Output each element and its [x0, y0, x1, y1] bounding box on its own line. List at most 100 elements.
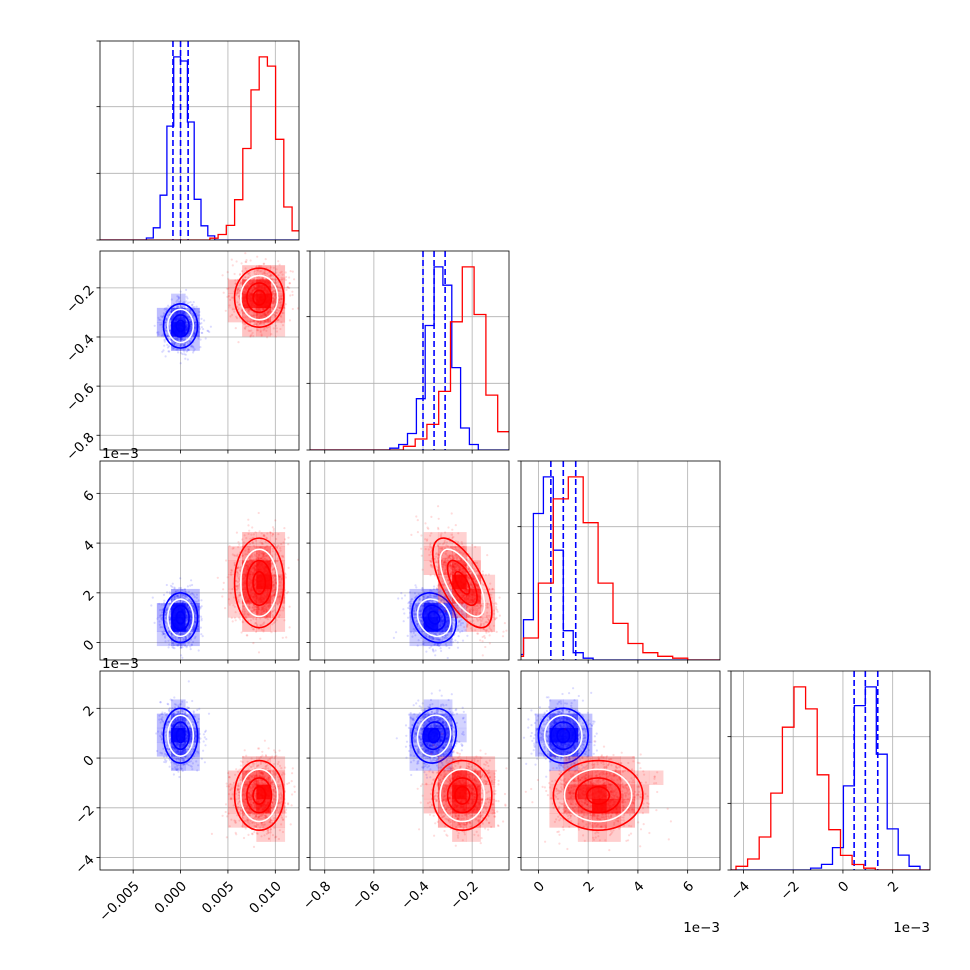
scatter-point [188, 634, 191, 637]
scatter-point [181, 594, 185, 597]
scatter-point [276, 285, 279, 288]
scatter-point [271, 532, 274, 536]
scatter-point [431, 600, 434, 603]
scatter-point [273, 588, 276, 591]
scatter-point [166, 314, 169, 317]
scatter-point [436, 601, 439, 604]
scatter-point [270, 594, 273, 597]
scatter-point [434, 595, 437, 598]
scatter-point [272, 302, 275, 305]
scatter-point [168, 602, 171, 606]
scatter-point [162, 626, 165, 629]
scatter-point [407, 602, 410, 605]
scatter-point [189, 345, 192, 348]
scatter-point [277, 274, 280, 277]
scatter-point [279, 286, 282, 289]
scatter-point [402, 608, 405, 611]
scatter-point [166, 334, 169, 337]
scatter-point [273, 609, 276, 612]
scatter-point [272, 583, 275, 586]
scatter-point [249, 334, 252, 337]
scatter-point [241, 277, 244, 280]
scatter-point [235, 260, 238, 263]
scatter-point [263, 327, 266, 330]
scatter-point [273, 290, 276, 293]
scatter-point [165, 613, 168, 616]
scatter-point [179, 586, 183, 590]
scatter-point [244, 252, 247, 255]
scatter-point [281, 324, 285, 327]
scatter-point [240, 308, 243, 311]
scatter-point [169, 617, 172, 620]
scatter-point [160, 608, 163, 612]
scatter-point [164, 355, 167, 358]
scatter-point [279, 307, 282, 310]
scatter-point [164, 617, 167, 620]
scatter-point [233, 616, 236, 619]
scatter-point [441, 638, 444, 641]
scatter-point [159, 323, 162, 326]
scatter-point [438, 639, 441, 642]
scatter-point [277, 533, 280, 536]
scatter-point [194, 318, 197, 321]
scatter-point [165, 608, 169, 611]
scatter-point [183, 339, 186, 342]
scatter-point [278, 595, 281, 598]
scatter-point [160, 617, 163, 620]
scatter-point [274, 553, 277, 556]
scatter-point [274, 630, 277, 633]
scatter-point [189, 599, 192, 602]
scatter-point [180, 343, 183, 346]
scatter-point [236, 553, 239, 556]
scatter-point [278, 298, 281, 301]
scatter-point [244, 316, 247, 319]
scatter-point [270, 610, 274, 613]
scatter-point [176, 594, 179, 597]
scatter-point [254, 622, 257, 625]
scatter-point [177, 632, 180, 635]
scatter-point [171, 341, 174, 344]
scatter-point [252, 642, 255, 645]
scatter-point [428, 636, 431, 639]
scatter-point [252, 544, 255, 547]
scatter-point [179, 337, 182, 340]
scatter-point [252, 558, 255, 561]
scatter-point [231, 313, 234, 316]
scatter-point [165, 611, 168, 614]
scatter-point [252, 609, 255, 612]
scatter-point [251, 541, 254, 544]
scatter-point [186, 302, 189, 305]
scatter-point [293, 278, 296, 281]
scatter-point [286, 286, 290, 289]
scatter-point [190, 344, 194, 347]
scatter-point [166, 334, 169, 337]
scatter-point [190, 592, 194, 595]
scatter-point [247, 329, 250, 332]
scatter-point [276, 311, 279, 315]
scatter-point [279, 290, 282, 293]
scatter-point [257, 651, 261, 654]
scatter-point [284, 573, 287, 576]
scatter-point [444, 643, 447, 646]
density-cell [227, 307, 243, 323]
scatter-point [202, 328, 205, 331]
scatter-point [252, 628, 255, 631]
scatter-point [258, 270, 262, 273]
scatter-point [279, 295, 282, 298]
scatter-point [187, 315, 191, 318]
scatter-point [164, 617, 167, 620]
scatter-point [270, 274, 273, 277]
scatter-point [254, 307, 257, 310]
scatter-point [249, 537, 252, 540]
scatter-point [278, 596, 281, 599]
scatter-point [178, 296, 181, 299]
scatter-point [184, 644, 187, 647]
scatter-point [272, 302, 275, 305]
scatter-point [227, 277, 230, 280]
scatter-point [274, 311, 277, 314]
scatter-point [180, 338, 183, 341]
scatter-point [261, 542, 264, 546]
scatter-point [198, 314, 201, 317]
scatter-point [188, 319, 191, 322]
scatter-point [241, 620, 244, 623]
